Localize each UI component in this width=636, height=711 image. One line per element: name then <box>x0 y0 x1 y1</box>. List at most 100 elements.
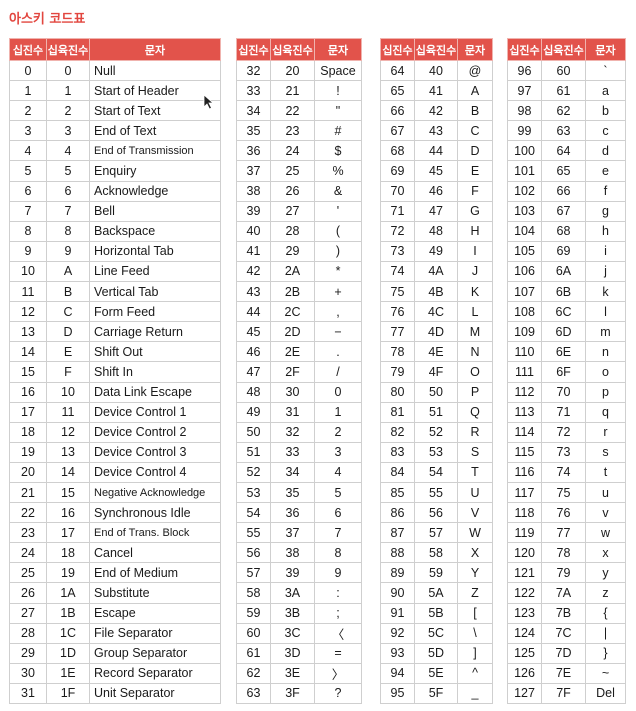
table-row: 73 49 I <box>380 240 493 262</box>
cell-char: S <box>457 441 493 463</box>
table-row: 117 75 u <box>507 481 626 504</box>
cell-char: V <box>457 502 493 524</box>
cell-char: m <box>585 321 626 343</box>
cell-dec: 56 <box>236 542 271 564</box>
cell-hex: 51 <box>414 401 458 423</box>
cell-dec: 113 <box>507 401 542 423</box>
cell-hex: 40 <box>414 59 458 82</box>
table-row: 63 3F? <box>236 682 362 705</box>
table-row: 82 52 R <box>380 421 493 443</box>
cell-char: : <box>314 582 362 604</box>
header-dec: 십진수 <box>507 38 542 61</box>
cell-hex: 5A <box>414 582 458 604</box>
table-row: 30 1E Record Separator <box>9 662 221 684</box>
cell-hex: 2C <box>270 301 315 323</box>
cell-dec: 98 <box>507 100 542 122</box>
table-row: 97 61 a <box>507 80 626 102</box>
cell-char: 1 <box>314 401 362 423</box>
cell-char: Device Control 4 <box>89 461 221 483</box>
cell-char: e <box>585 160 626 182</box>
cell-dec: 81 <box>380 401 415 423</box>
table-row: 65 41 A <box>380 80 493 102</box>
cell-hex: 26 <box>270 180 315 202</box>
cell-char: J <box>457 260 493 283</box>
cell-dec: 111 <box>507 361 542 383</box>
cell-dec: 80 <box>380 381 415 403</box>
table-row: 42 2A * <box>236 260 362 283</box>
cell-char: 〈 <box>314 622 362 644</box>
cell-hex: B <box>46 281 90 303</box>
cell-dec: 30 <box>9 662 47 684</box>
cell-char: 7 <box>314 522 362 544</box>
cell-dec: 96 <box>507 59 542 82</box>
table-row: 79 4F O <box>380 361 493 383</box>
cell-dec: 73 <box>380 240 415 262</box>
cell-dec: 100 <box>507 140 542 162</box>
table-row: 104 68 h <box>507 220 626 242</box>
cell-dec: 55 <box>236 522 271 544</box>
cell-char: + <box>314 281 362 303</box>
cell-char: Backspace <box>89 220 221 242</box>
cell-hex: 68 <box>541 220 586 242</box>
cell-hex: 15 <box>46 481 90 504</box>
cell-char: i <box>585 240 626 262</box>
cell-dec: 91 <box>380 602 415 624</box>
cell-dec: 110 <box>507 341 542 363</box>
cell-dec: 12 <box>9 301 47 323</box>
cell-hex: 29 <box>270 240 315 262</box>
cell-hex: 6A <box>541 260 586 283</box>
cell-char: j <box>585 260 626 283</box>
cell-hex: 1D <box>46 642 90 664</box>
table-row: 21 15 Negative Acknowledge <box>9 481 221 504</box>
cell-hex: D <box>46 321 90 343</box>
table-row: 41 29) <box>236 240 362 262</box>
table-row: 34 22 " <box>236 100 362 122</box>
cell-dec: 99 <box>507 120 542 142</box>
cell-char: u <box>585 481 626 504</box>
cell-hex: 12 <box>46 421 90 443</box>
cell-dec: 48 <box>236 381 271 403</box>
table-row: 81 51 Q <box>380 401 493 423</box>
table-row: 57 39 9 <box>236 562 362 584</box>
cell-dec: 58 <box>236 582 271 604</box>
table-row: 54 36 6 <box>236 502 362 524</box>
cell-dec: 76 <box>380 301 415 323</box>
table-row: 37 25% <box>236 160 362 182</box>
cell-char: 2 <box>314 421 362 443</box>
cell-char: h <box>585 220 626 242</box>
cell-dec: 85 <box>380 481 415 504</box>
cell-dec: 79 <box>380 361 415 383</box>
cell-hex: A <box>46 260 90 283</box>
cell-dec: 27 <box>9 602 47 624</box>
cell-hex: 3C <box>270 622 315 644</box>
cell-char: W <box>457 522 493 544</box>
cell-dec: 67 <box>380 120 415 142</box>
cell-char: B <box>457 100 493 122</box>
cell-char: 6 <box>314 502 362 524</box>
cell-dec: 66 <box>380 100 415 122</box>
ascii-table-3: 십진수 십육진수 문자 64 40 @65 41 A 66 42 B 67 43 C 68 44 D 69 4… <box>380 38 493 705</box>
cell-char: Record Separator <box>89 662 221 684</box>
cell-char: Shift Out <box>89 341 221 363</box>
table-row: 80 50 P <box>380 381 493 403</box>
cell-char: q <box>585 401 626 423</box>
cell-hex: 57 <box>414 522 458 544</box>
cell-dec: 122 <box>507 582 542 604</box>
cell-dec: 117 <box>507 481 542 504</box>
cell-dec: 120 <box>507 542 542 564</box>
table-row: 24 18 Cancel <box>9 542 221 564</box>
table-row: 100 64 d <box>507 140 626 162</box>
cell-char: C <box>457 120 493 142</box>
cell-dec: 121 <box>507 562 542 584</box>
table-row: 69 45 E <box>380 160 493 182</box>
cell-dec: 118 <box>507 502 542 524</box>
cell-hex: 2B <box>270 281 315 303</box>
cell-hex: 3E <box>270 662 315 684</box>
cell-char: Line Feed <box>89 260 221 283</box>
cell-dec: 15 <box>9 361 47 383</box>
cell-char: Y <box>457 562 493 584</box>
cell-dec: 20 <box>9 461 47 483</box>
table-row: 88 58 X <box>380 542 493 564</box>
table-row: 101 65 e <box>507 160 626 182</box>
header-hex: 십육진수 <box>414 38 458 61</box>
